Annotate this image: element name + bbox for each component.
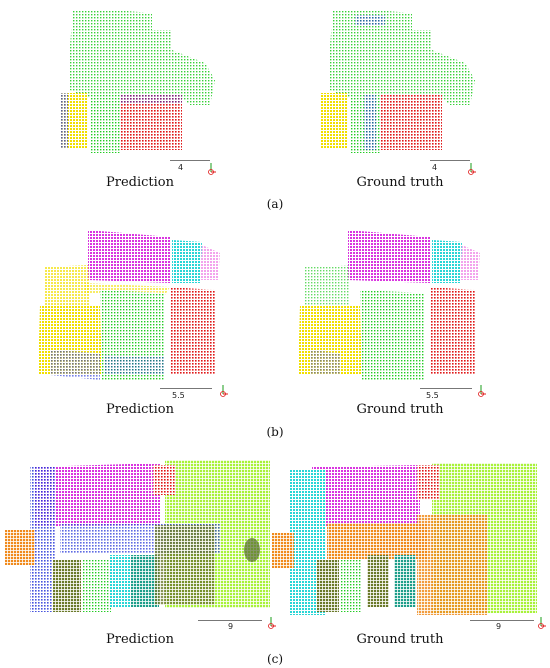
caption-b-ground-truth: Ground truth bbox=[356, 402, 444, 417]
point-cloud-c-ground-truth bbox=[272, 463, 537, 615]
panel-a-prediction bbox=[40, 5, 230, 175]
panel-b-prediction bbox=[30, 225, 235, 385]
caption-a-ground-truth: Ground truth bbox=[356, 175, 444, 190]
panel-c-ground-truth bbox=[272, 455, 542, 620]
scale-bar-a-prediction bbox=[170, 160, 210, 161]
scale-bar-b-prediction bbox=[160, 388, 212, 389]
panel-a-ground-truth bbox=[300, 5, 490, 175]
scale-label-c-ground-truth: 9 bbox=[496, 622, 502, 631]
scale-label-b-prediction: 5.5 bbox=[172, 391, 185, 400]
panel-b-ground-truth bbox=[290, 225, 495, 385]
scale-bar-c-prediction bbox=[198, 620, 262, 621]
scale-label-b-ground-truth: 5.5 bbox=[426, 391, 439, 400]
scale-label-a-ground-truth: 4 bbox=[432, 163, 438, 172]
point-cloud-a-prediction bbox=[60, 10, 215, 153]
sublabel-b: (b) bbox=[266, 425, 284, 439]
caption-c-ground-truth: Ground truth bbox=[356, 632, 444, 647]
axes-triad-icon bbox=[474, 382, 488, 400]
point-cloud-c-prediction bbox=[5, 460, 270, 612]
sublabel-a: (a) bbox=[266, 197, 284, 211]
panel-c-prediction bbox=[5, 455, 275, 620]
axes-triad-icon bbox=[534, 614, 548, 632]
scale-bar-c-ground-truth bbox=[470, 620, 534, 621]
scale-bar-a-ground-truth bbox=[430, 160, 470, 161]
scale-label-a-prediction: 4 bbox=[178, 163, 184, 172]
axes-triad-icon bbox=[204, 160, 218, 178]
caption-c-prediction: Prediction bbox=[106, 632, 174, 647]
point-cloud-a-ground-truth bbox=[320, 10, 475, 153]
point-cloud-b-prediction bbox=[38, 230, 220, 380]
axes-triad-icon bbox=[216, 382, 230, 400]
axes-triad-icon bbox=[264, 614, 278, 632]
scale-bar-b-ground-truth bbox=[420, 388, 472, 389]
point-cloud-b-ground-truth bbox=[298, 230, 480, 380]
caption-a-prediction: Prediction bbox=[106, 175, 174, 190]
scale-label-c-prediction: 9 bbox=[228, 622, 234, 631]
caption-b-prediction: Prediction bbox=[106, 402, 174, 417]
axes-triad-icon bbox=[464, 160, 478, 178]
sublabel-c: (c) bbox=[266, 652, 284, 666]
